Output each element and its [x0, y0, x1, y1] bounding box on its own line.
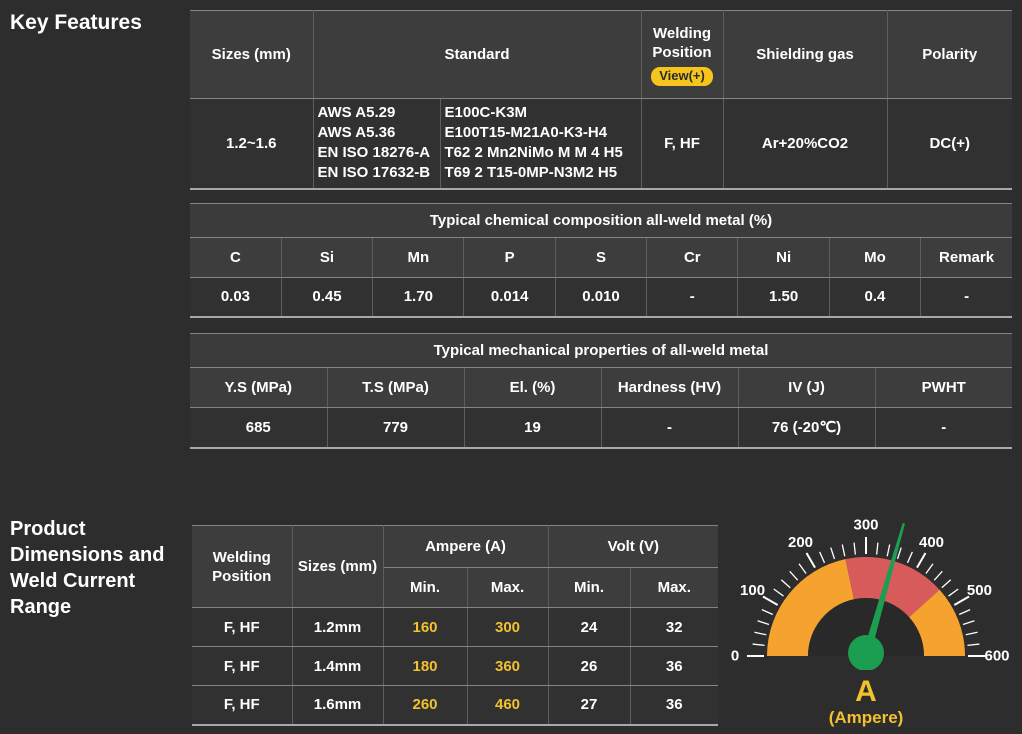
curr-volt-min-cell: 24 — [547, 607, 631, 647]
spec-table: Sizes (mm) Standard Welding Position Vie… — [190, 10, 1013, 190]
gauge-unit-label: A — [855, 675, 877, 708]
mech-header-cell: Hardness (HV) — [600, 367, 739, 408]
chem-value-cell: 0.03 — [190, 277, 282, 317]
curr-volt-max-cell: 36 — [629, 646, 719, 686]
view-plus-button[interactable]: View(+) — [651, 66, 713, 86]
mech-header-cell: Y.S (MPa) — [190, 367, 328, 408]
chem-value-cell: 0.45 — [280, 277, 374, 317]
curr-amp-min-cell: 160 — [382, 607, 468, 647]
chem-header-cell: P — [463, 237, 556, 278]
curr-amp-max-cell: 360 — [466, 646, 549, 686]
spec-sizes-value: 1.2~1.6 — [190, 98, 314, 189]
curr-header-welding-position: Welding Position — [192, 525, 293, 608]
product-dimensions-heading: Product Dimensions and Weld Current Rang… — [10, 518, 165, 618]
mech-value-cell: 685 — [190, 407, 328, 448]
curr-amp-max-cell: 300 — [466, 607, 549, 647]
curr-volt-min-cell: 26 — [547, 646, 631, 686]
gauge-unit-sublabel: (Ampere) — [828, 708, 904, 727]
table-row: F, HF 1.2mm 160 300 24 32 — [192, 607, 719, 647]
svg-text:500: 500 — [967, 582, 992, 599]
svg-text:100: 100 — [740, 582, 765, 599]
spec-shielding-gas-value: Ar+20%CO2 — [722, 98, 888, 189]
spec-welding-position-value: F, HF — [640, 98, 724, 189]
svg-text:600: 600 — [984, 648, 1009, 665]
curr-header-ampere: Ampere (A) — [382, 525, 549, 568]
curr-header-sizes: Sizes (mm) — [291, 525, 384, 608]
chem-value-cell: 1.70 — [372, 277, 465, 317]
chem-value-cell: 0.014 — [463, 277, 556, 317]
curr-header-volt-max: Max. — [629, 567, 719, 608]
mech-header-cell: T.S (MPa) — [326, 367, 465, 408]
mechanical-properties-table: Typical mechanical properties of all-wel… — [190, 333, 1012, 449]
spec-standard-list-2: E100C-K3M E100T15-M21A0-K3-H4 T62 2 Mn2N… — [439, 98, 642, 189]
svg-text:300: 300 — [853, 517, 878, 534]
mech-header-cell: IV (J) — [737, 367, 876, 408]
curr-position-cell: F, HF — [192, 607, 293, 647]
welding-position-label: Welding Position — [652, 24, 712, 61]
curr-header-volt: Volt (V) — [547, 525, 719, 568]
curr-volt-min-cell: 27 — [547, 685, 631, 725]
spec-header-sizes: Sizes (mm) — [190, 10, 314, 99]
table-row: F, HF 1.6mm 260 460 27 36 — [192, 685, 719, 725]
curr-header-amp-max: Max. — [466, 567, 549, 608]
chem-value-cell: 0.4 — [828, 277, 922, 317]
curr-position-cell: F, HF — [192, 646, 293, 686]
chem-header-cell: Mo — [828, 237, 922, 278]
curr-size-cell: 1.6mm — [291, 685, 384, 725]
ampere-gauge: 0 100 200 300 400 500 600 A (Ampere) — [710, 512, 1022, 734]
chem-value-cell: - — [646, 277, 739, 317]
mech-value-cell: - — [600, 407, 739, 448]
mech-header-cell: El. (%) — [463, 367, 602, 408]
chem-value-cell: 0.010 — [554, 277, 648, 317]
spec-standard-list-1: AWS A5.29 AWS A5.36 EN ISO 18276-A EN IS… — [312, 98, 441, 189]
chemical-composition-table: Typical chemical composition all-weld me… — [190, 203, 1012, 318]
weld-current-range-table: Welding Position Sizes (mm) Ampere (A) V… — [192, 525, 719, 726]
chem-header-cell: Cr — [646, 237, 739, 278]
svg-text:200: 200 — [788, 534, 813, 551]
spec-header-polarity: Polarity — [886, 10, 1013, 99]
mech-value-cell: 19 — [463, 407, 602, 448]
mechanical-table-title: Typical mechanical properties of all-wel… — [190, 333, 1012, 368]
chem-header-cell: S — [554, 237, 648, 278]
spec-header-standard: Standard — [312, 10, 642, 99]
curr-amp-min-cell: 180 — [382, 646, 468, 686]
curr-position-cell: F, HF — [192, 685, 293, 725]
svg-text:400: 400 — [919, 534, 944, 551]
chem-header-cell: Mn — [372, 237, 465, 278]
spec-header-shielding-gas: Shielding gas — [722, 10, 888, 99]
curr-size-cell: 1.2mm — [291, 607, 384, 647]
chem-header-cell: C — [190, 237, 282, 278]
spec-polarity-value: DC(+) — [886, 98, 1013, 189]
chem-header-cell: Ni — [737, 237, 830, 278]
spec-header-welding-position: Welding Position View(+) — [640, 10, 724, 99]
chemical-table-title: Typical chemical composition all-weld me… — [190, 203, 1012, 238]
curr-volt-max-cell: 36 — [629, 685, 719, 725]
svg-text:0: 0 — [731, 648, 739, 665]
mech-value-cell: 779 — [326, 407, 465, 448]
key-features-heading: Key Features — [10, 11, 142, 34]
mech-value-cell: - — [874, 407, 1012, 448]
curr-size-cell: 1.4mm — [291, 646, 384, 686]
curr-header-volt-min: Min. — [547, 567, 631, 608]
mech-header-cell: PWHT — [874, 367, 1012, 408]
curr-amp-max-cell: 460 — [466, 685, 549, 725]
curr-header-amp-min: Min. — [383, 567, 468, 608]
chem-header-cell: Si — [280, 237, 374, 278]
table-row: F, HF 1.4mm 180 360 26 36 — [192, 646, 719, 686]
mech-value-cell: 76 (-20℃) — [737, 407, 876, 448]
curr-volt-max-cell: 32 — [629, 607, 719, 647]
chem-value-cell: 1.50 — [737, 277, 830, 317]
chem-value-cell: - — [920, 277, 1012, 317]
chem-header-cell: Remark — [920, 237, 1012, 278]
gauge-chart: 0 100 200 300 400 500 600 — [731, 517, 1010, 671]
curr-amp-min-cell: 260 — [382, 685, 468, 725]
